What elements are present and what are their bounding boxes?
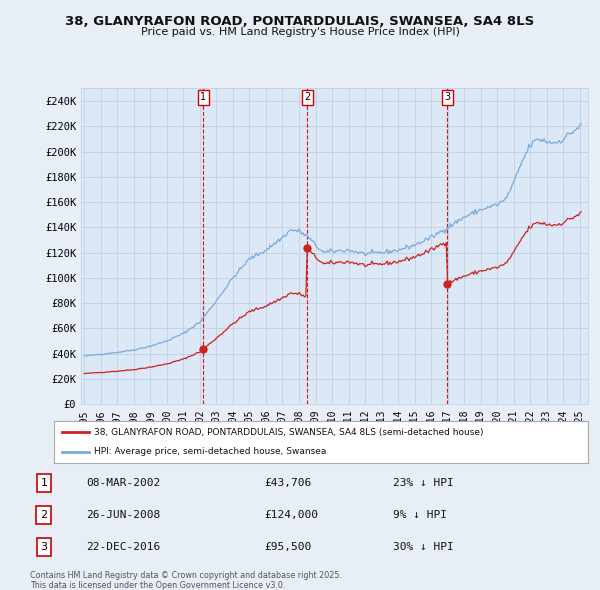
Text: 3: 3 [444,93,451,102]
Text: HPI: Average price, semi-detached house, Swansea: HPI: Average price, semi-detached house,… [94,447,326,456]
Text: 2: 2 [40,510,47,520]
Text: 9% ↓ HPI: 9% ↓ HPI [392,510,446,520]
Text: 30% ↓ HPI: 30% ↓ HPI [392,542,454,552]
Text: 3: 3 [40,542,47,552]
Text: 1: 1 [40,478,47,488]
Text: £95,500: £95,500 [265,542,311,552]
Text: 2: 2 [304,93,310,102]
Text: £43,706: £43,706 [265,478,311,488]
Text: 22-DEC-2016: 22-DEC-2016 [86,542,160,552]
Text: 08-MAR-2002: 08-MAR-2002 [86,478,160,488]
Text: £124,000: £124,000 [265,510,319,520]
Text: 38, GLANYRAFON ROAD, PONTARDDULAIS, SWANSEA, SA4 8LS: 38, GLANYRAFON ROAD, PONTARDDULAIS, SWAN… [65,15,535,28]
Text: 1: 1 [200,93,206,102]
Text: 26-JUN-2008: 26-JUN-2008 [86,510,160,520]
Text: Contains HM Land Registry data © Crown copyright and database right 2025.
This d: Contains HM Land Registry data © Crown c… [30,571,342,590]
Text: 23% ↓ HPI: 23% ↓ HPI [392,478,454,488]
Text: Price paid vs. HM Land Registry's House Price Index (HPI): Price paid vs. HM Land Registry's House … [140,27,460,37]
Text: 38, GLANYRAFON ROAD, PONTARDDULAIS, SWANSEA, SA4 8LS (semi-detached house): 38, GLANYRAFON ROAD, PONTARDDULAIS, SWAN… [94,428,484,437]
